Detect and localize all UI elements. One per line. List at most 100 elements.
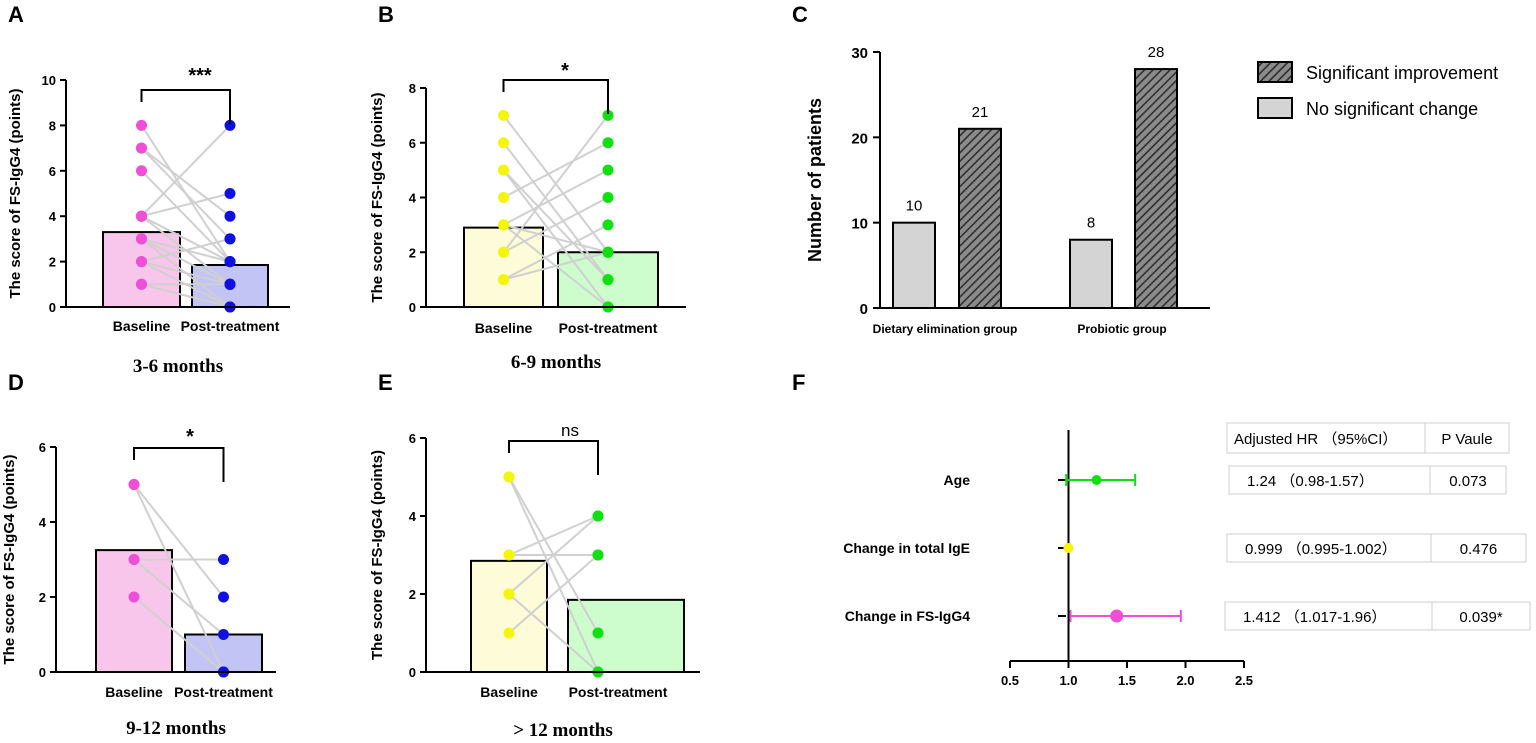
panel-d-pair-line (133, 484, 225, 673)
panel-a-y-tick-label: 2 (49, 255, 56, 270)
panel-b-post-point (602, 192, 614, 203)
panel-f-ci-text: 1.24 （0.98-1.57） (1247, 473, 1374, 490)
panel-a-category-post-treatment: Post-treatment (181, 318, 280, 334)
panel-c-y-tick-label: 30 (851, 45, 868, 62)
panel-a-baseline-point (136, 210, 147, 222)
panel-a-pair-line (141, 237, 231, 263)
panel-a-baseline-point (136, 119, 147, 131)
panel-b-y-tick-label: 6 (409, 136, 416, 151)
panel-a-post-point (224, 256, 236, 268)
panel-b-category-baseline: Baseline (475, 320, 533, 336)
panel-b-baseline-point (498, 192, 509, 203)
panel-c-y-tick-label: 20 (851, 130, 868, 147)
panel-d-pair-line (133, 596, 225, 673)
panel-a-post-point (224, 278, 236, 290)
panel-d-post-point (218, 554, 229, 565)
panel-a-pair-line (141, 215, 231, 263)
panel-b-pair-line (502, 114, 609, 253)
panel-e-y-tick-label: 0 (409, 665, 416, 680)
panel-c-category-probiotic: Probiotic group (1077, 322, 1166, 336)
panel-c-letter: C (792, 2, 808, 27)
panel-e-y-axis-label: The score of FS-IgG4 (points) (369, 450, 386, 660)
panel-b-pair-line (502, 224, 609, 308)
panel-c-bar-improvement-probiotic (1134, 68, 1178, 309)
panel-f-x-tick-label: 0.5 (1001, 673, 1019, 688)
panel-b-post-point (602, 274, 614, 286)
panel-b-y-tick-label: 2 (409, 245, 416, 260)
panel-f-row-label: Change in FS-IgG4 (845, 608, 970, 624)
panel-b-post-point (602, 137, 614, 149)
panel-f-p-cell (1431, 601, 1531, 631)
panel-f-row-label: Change in total IgE (843, 540, 970, 556)
panel-b-post-point (602, 246, 614, 258)
panel-e-significance-bracket (508, 440, 599, 475)
panel-f-p-text: 0.476 (1460, 541, 1498, 558)
panel-a-baseline-point (136, 233, 147, 245)
panel-f-point-estimate (1063, 543, 1074, 553)
panel-b-pair-line (503, 141, 609, 199)
panel-f-row-label: Age (944, 472, 971, 488)
panel-d-pair-line (133, 483, 225, 598)
panel-f-p-cell (1430, 533, 1527, 563)
panel-c-category-dietary: Dietary elimination group (873, 322, 1018, 336)
panel-d-significance-label: * (186, 426, 194, 448)
panel-a-pair-line (140, 124, 231, 217)
panel-b-post-point (602, 164, 614, 176)
panel-f-letter: F (792, 370, 805, 395)
panel-e-pair-line (508, 554, 599, 634)
panel-a-pair-line (141, 260, 231, 286)
panel-c-bar-no-change-dietary (892, 221, 936, 310)
panel-f-point-estimate (1110, 609, 1124, 623)
panel-e-y-tick-label: 4 (409, 509, 417, 524)
panel-a-post-point (224, 210, 236, 222)
panel-b-post-point (602, 219, 614, 231)
panel-b-baseline-point (498, 164, 509, 176)
panel-b-category-post-treatment: Post-treatment (559, 320, 658, 336)
panel-c-legend-improvement: Significant improvement (1306, 63, 1498, 83)
panel-a-y-axis-label: The score of FS-IgG4 (points) (7, 88, 24, 298)
panel-f-ci-text: 0.999 （0.995-1.002） (1245, 541, 1397, 558)
panel-b-baseline-point (498, 137, 509, 149)
panel-e-pair-line (508, 593, 599, 673)
panel-c-data-label: 8 (1087, 215, 1095, 232)
panel-f-x-tick-label: 1.0 (1059, 673, 1077, 688)
panel-a-pair-line (141, 238, 231, 286)
panel-a-y-tick-label: 4 (49, 209, 57, 224)
panel-e-baseline-point (503, 549, 515, 561)
panel-c-y-axis-label: Number of patients (805, 98, 825, 262)
panel-b-significance-bracket (502, 79, 609, 114)
panel-b-baseline-point (498, 274, 509, 286)
panel-c-y-tick-label: 0 (860, 301, 868, 318)
panel-e-letter: E (378, 370, 393, 395)
panel-a-post-point (224, 188, 236, 199)
panel-d-category-post-treatment: Post-treatment (174, 684, 273, 700)
panel-f-ci-text: 1.412 （1.017-1.96） (1243, 609, 1386, 626)
panel-d-pair-line (133, 558, 225, 636)
panel-a-category-baseline: Baseline (113, 318, 171, 334)
panel-b-bar-baseline (463, 226, 544, 308)
panel-a-post-point (224, 119, 236, 131)
panel-d-y-axis-label: The score of FS-IgG4 (points) (1, 454, 18, 664)
panel-a-baseline-point (136, 278, 147, 290)
panel-a-baseline-point (136, 142, 147, 154)
panel-c-legend-no-change: No significant change (1306, 99, 1478, 119)
panel-e-pair-line (508, 515, 599, 595)
panel-e-subtitle: > 12 months (513, 720, 613, 741)
panel-c-data-label: 21 (972, 104, 989, 121)
panel-d-bar-post-treatment (184, 633, 263, 673)
panel-f-p-text: 0.073 (1449, 473, 1487, 490)
panel-b-y-axis-label: The score of FS-IgG4 (points) (369, 92, 386, 302)
panel-d-significance-bracket (133, 447, 225, 482)
panel-b-letter: B (378, 2, 394, 27)
panel-a-pair-line (141, 192, 231, 218)
panel-f-header-ci: Adjusted HR （95%CI） (1234, 431, 1397, 448)
panel-c-legend-swatch-improvement (1257, 61, 1293, 83)
panel-f-x-tick-label: 2.5 (1235, 673, 1253, 688)
panel-d-bar-baseline (95, 549, 173, 673)
panel-e-pair-line (508, 476, 599, 673)
panel-f-point-estimate (1091, 475, 1102, 485)
panel-d-letter: D (8, 370, 24, 395)
panel-c-data-label: 10 (906, 198, 923, 215)
panel-c-bar-improvement-dietary (958, 127, 1002, 309)
